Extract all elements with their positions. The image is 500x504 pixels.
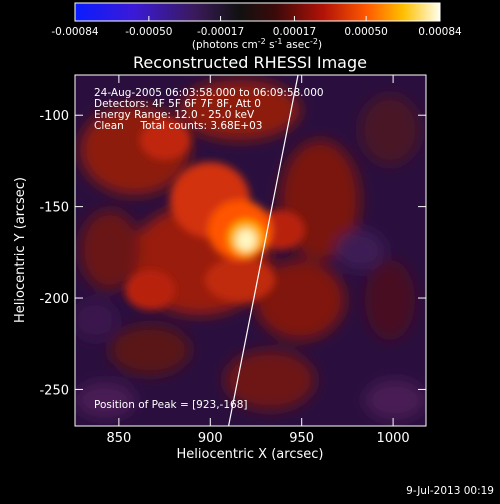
colorbar-tick-label: -0.00050 — [125, 26, 172, 38]
y-tick-label: -100 — [39, 109, 69, 124]
axes: 850 900 950 1000 -100 -150 -200 -250 — [39, 75, 426, 446]
annotation-detectors: Detectors: 4F 5F 6F 7F 8F, Att 0 — [94, 98, 261, 110]
heatmap-image — [75, 75, 426, 426]
chart-title: Reconstructed RHESSI Image — [133, 53, 367, 72]
colorbar-tick-label: 0.00050 — [344, 26, 387, 38]
x-tick-label: 850 — [106, 431, 131, 446]
colorbar-unit-label: (photons cm-2 s-1 asec-2) — [192, 37, 322, 51]
x-tick-label: 1000 — [377, 431, 410, 446]
annotation-energy: Energy Range: 12.0 - 25.0 keV — [94, 109, 255, 121]
annotation-peak: Position of Peak = [923,-168] — [94, 399, 248, 411]
colorbar-tick-label: 0.00017 — [273, 26, 316, 38]
colorbar-tick-label: 0.00084 — [418, 26, 462, 38]
colorbar-tick-label: -0.00084 — [51, 26, 99, 38]
solar-limb-line — [227, 75, 299, 426]
y-tick-label: -150 — [39, 201, 69, 216]
y-tick-label: -250 — [39, 383, 69, 398]
colorbar-tick-label: -0.00017 — [197, 26, 244, 38]
x-tick-label: 900 — [198, 431, 223, 446]
y-axis-label: Heliocentric Y (arcsec) — [13, 177, 28, 323]
annotation-time: 24-Aug-2005 06:03:58.000 to 06:09:58.000 — [94, 87, 324, 99]
annotation-method: Clean Total counts: 3.68E+03 — [94, 120, 263, 132]
colorbar-ticks: -0.00084 -0.00050 -0.00017 0.00017 0.00050 0.… — [51, 16, 462, 38]
x-tick-label: 950 — [289, 431, 314, 446]
footer-timestamp: 9-Jul-2013 00:19 — [406, 485, 494, 497]
colorbar — [74, 2, 441, 22]
y-tick-label: -200 — [39, 292, 69, 307]
plot-frame — [74, 74, 427, 427]
x-axis-label: Heliocentric X (arcsec) — [177, 447, 324, 462]
